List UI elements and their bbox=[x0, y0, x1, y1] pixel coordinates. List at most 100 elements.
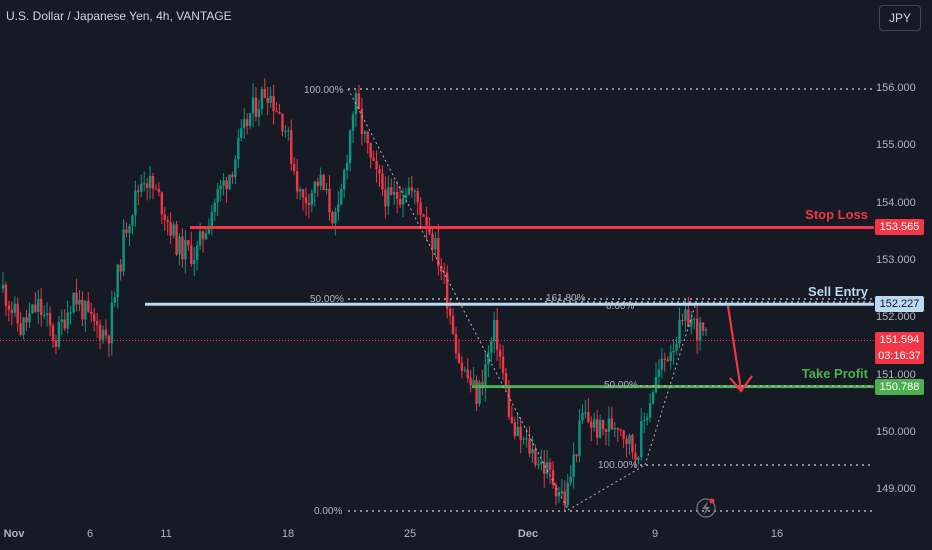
candle-body bbox=[231, 174, 234, 178]
candle-body bbox=[7, 305, 11, 310]
candle-body bbox=[54, 340, 58, 347]
candle-body bbox=[328, 188, 331, 213]
candle-countdown: 03:16:37 bbox=[875, 348, 924, 364]
candle-body bbox=[260, 89, 264, 110]
candle bbox=[181, 228, 184, 268]
candle-body bbox=[569, 476, 572, 483]
candle bbox=[390, 178, 393, 196]
candle-body bbox=[528, 438, 531, 454]
candle-body bbox=[625, 438, 628, 445]
candle bbox=[104, 319, 108, 340]
candle-body bbox=[293, 164, 296, 172]
candle bbox=[216, 182, 219, 216]
candle-body bbox=[575, 454, 578, 457]
candle-body bbox=[334, 211, 337, 224]
candle bbox=[245, 113, 249, 135]
candle bbox=[460, 356, 464, 379]
candle bbox=[472, 366, 475, 387]
candle bbox=[54, 335, 58, 355]
candle-body bbox=[498, 349, 502, 357]
candle bbox=[381, 165, 384, 196]
candle bbox=[369, 142, 372, 169]
candle-body bbox=[145, 183, 149, 188]
candle-body bbox=[51, 325, 55, 341]
candle-body bbox=[101, 329, 105, 340]
candle-body bbox=[72, 292, 75, 313]
candle bbox=[345, 154, 349, 180]
candle-body bbox=[598, 419, 602, 438]
candle-body bbox=[578, 420, 581, 457]
candle-body bbox=[563, 491, 567, 506]
candle bbox=[343, 168, 346, 198]
candle-body bbox=[545, 462, 549, 474]
candle-body bbox=[457, 353, 461, 363]
candle-body bbox=[443, 271, 446, 273]
candle-body bbox=[10, 309, 14, 313]
y-tick-label: 151.000 bbox=[876, 368, 916, 381]
candle-body bbox=[210, 212, 214, 228]
candle-body bbox=[204, 233, 208, 240]
candle bbox=[307, 194, 311, 219]
candle bbox=[151, 172, 155, 200]
candle bbox=[431, 227, 434, 262]
candle-body bbox=[619, 429, 622, 431]
candle-body bbox=[613, 428, 617, 430]
candle-body bbox=[207, 227, 211, 234]
candle bbox=[272, 84, 275, 125]
candle-body bbox=[566, 482, 569, 506]
candle bbox=[554, 482, 558, 506]
candle-body bbox=[501, 356, 505, 374]
x-tick-label: 16 bbox=[770, 528, 784, 540]
candle-body bbox=[484, 364, 487, 388]
candle bbox=[90, 303, 93, 323]
candle bbox=[263, 78, 266, 99]
candle bbox=[7, 300, 11, 322]
candle-body bbox=[378, 169, 381, 174]
candle bbox=[566, 473, 569, 509]
candle-body bbox=[31, 304, 34, 314]
candle-body bbox=[269, 95, 272, 103]
candle bbox=[251, 83, 255, 128]
candle bbox=[60, 309, 64, 336]
candle-body bbox=[390, 187, 393, 195]
candle bbox=[75, 278, 78, 312]
candle-body bbox=[434, 238, 437, 250]
candle bbox=[434, 232, 437, 257]
candle bbox=[107, 334, 111, 358]
candle-body bbox=[469, 378, 472, 386]
candle bbox=[257, 99, 261, 127]
candle bbox=[313, 181, 316, 207]
candle bbox=[481, 369, 484, 396]
candle bbox=[254, 87, 258, 122]
candle-body bbox=[475, 380, 478, 404]
candle bbox=[616, 427, 619, 442]
chart-title: U.S. Dollar / Japanese Yen, 4h, VANTAGE bbox=[6, 9, 232, 23]
currency-button[interactable]: JPY bbox=[879, 5, 921, 31]
candle bbox=[25, 309, 28, 331]
candle bbox=[237, 129, 240, 169]
candle-body bbox=[128, 225, 131, 234]
candle-body bbox=[440, 266, 443, 272]
candle bbox=[516, 413, 519, 437]
candle-body bbox=[278, 112, 281, 114]
candle bbox=[16, 297, 19, 332]
candle bbox=[501, 345, 505, 381]
candle-body bbox=[487, 352, 490, 365]
candle bbox=[469, 370, 472, 393]
candle-body bbox=[351, 114, 355, 131]
candle-body bbox=[572, 454, 575, 477]
candle-body bbox=[37, 298, 40, 312]
candle-body bbox=[90, 311, 93, 315]
candle-body bbox=[504, 373, 508, 389]
candle bbox=[560, 479, 564, 498]
candle bbox=[40, 287, 43, 327]
candle bbox=[425, 206, 428, 242]
candle-body bbox=[275, 111, 278, 113]
candle bbox=[113, 292, 116, 308]
candle-body bbox=[519, 426, 522, 440]
candle-body bbox=[678, 319, 681, 344]
candle bbox=[651, 389, 655, 405]
candle-body bbox=[401, 198, 405, 205]
candle-body bbox=[560, 491, 564, 494]
